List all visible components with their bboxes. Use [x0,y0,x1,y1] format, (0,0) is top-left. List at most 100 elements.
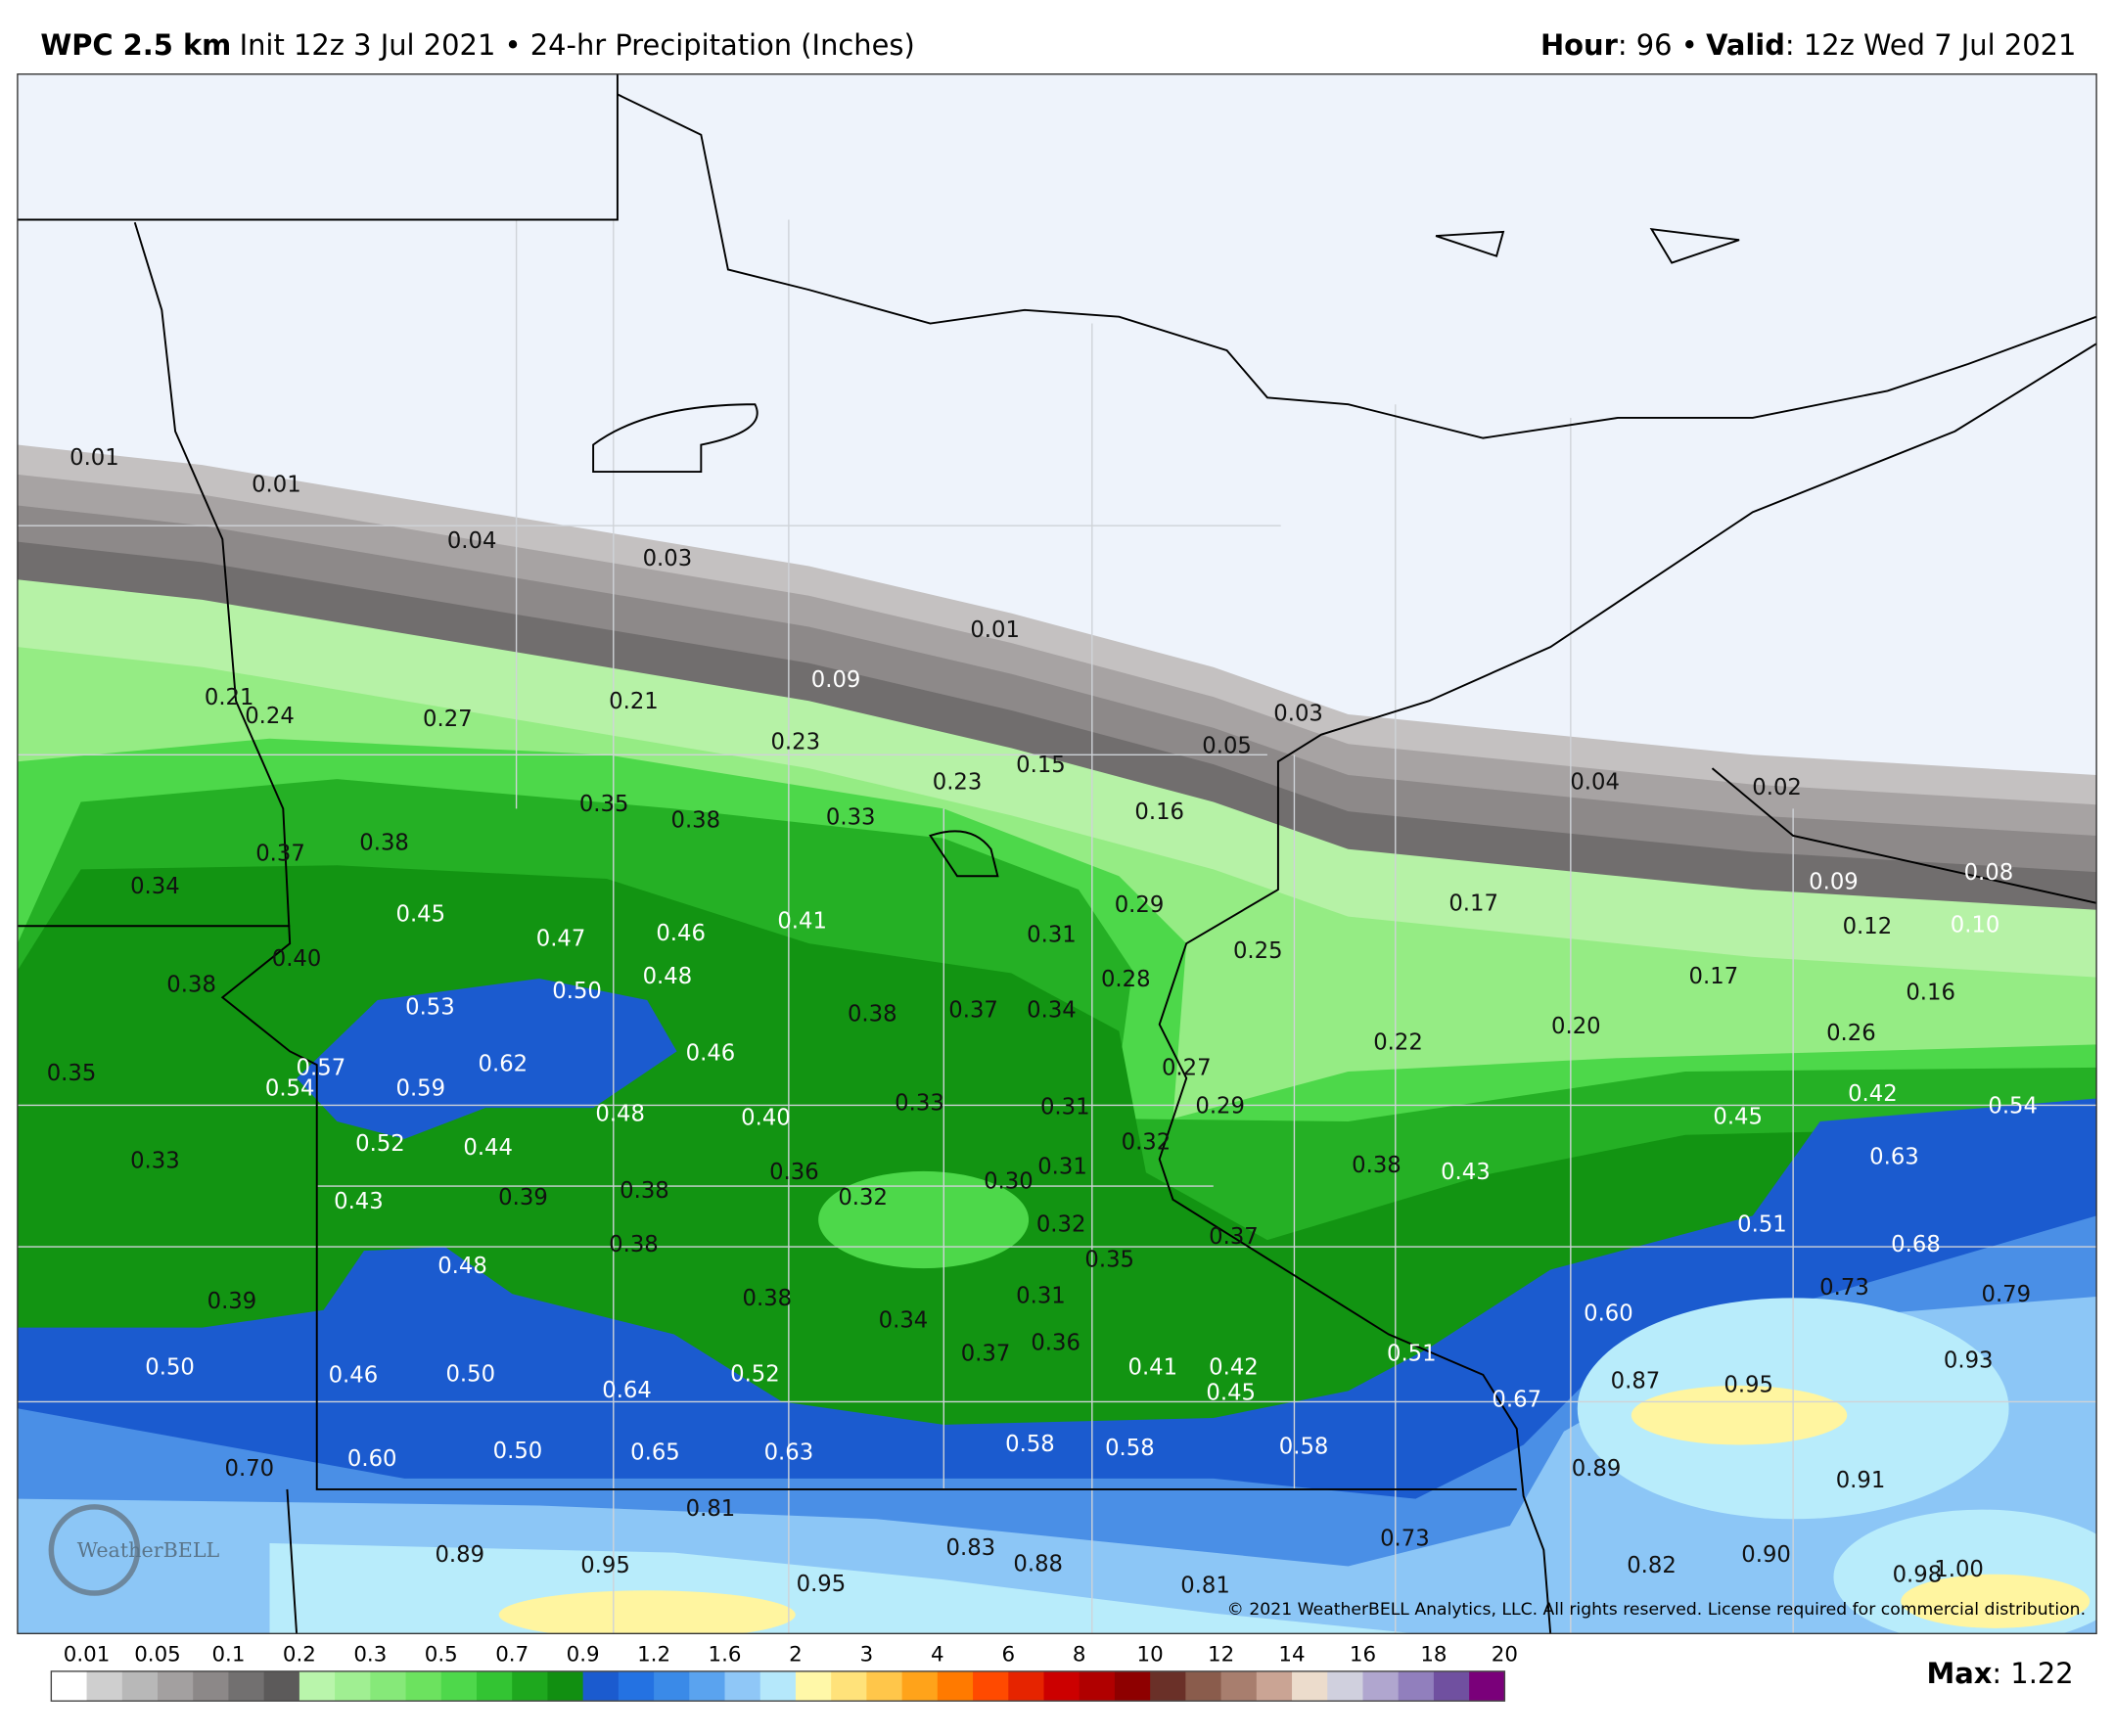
point-label: 0.81 [1180,1574,1230,1599]
legend-swatch [193,1670,230,1702]
valid-value: : 12z Wed 7 Jul 2021 [1785,28,2077,62]
point-label: 0.15 [1016,753,1066,778]
point-label: 0.89 [435,1542,484,1568]
point-label: 0.50 [493,1439,543,1464]
point-label: 0.26 [1826,1021,1876,1046]
point-label: 0.09 [811,667,861,693]
point-labels: 0.01 0.01 0.04 0.03 0.01 0.09 0.03 0.05 0.04 0.02… [47,445,2038,1599]
point-label: 0.46 [686,1041,736,1067]
point-label: 0.57 [297,1056,346,1081]
point-label: 0.42 [1209,1354,1259,1380]
copyright: © 2021 WeatherBELL Analytics, LLC. All r… [1227,1600,2086,1620]
point-label: 0.33 [826,805,876,831]
point-label: 0.27 [1162,1056,1212,1081]
legend-label: 0.05 [134,1642,181,1667]
point-label: 0.95 [580,1553,630,1578]
max-label: Max [1926,1657,1992,1690]
point-label: 0.32 [838,1185,888,1211]
legend-label: 6 [1001,1642,1015,1667]
point-label: 0.90 [1741,1542,1791,1568]
legend-swatch [1185,1670,1222,1702]
legend-swatch [512,1670,549,1702]
point-label: 0.60 [347,1446,397,1472]
point-label: 0.38 [609,1232,659,1257]
point-label: 0.40 [272,946,322,972]
point-label: 0.50 [552,979,602,1004]
legend-swatch [1150,1670,1187,1702]
point-label: 0.38 [1352,1153,1402,1178]
point-label: 0.38 [743,1286,793,1311]
point-label: 0.48 [643,964,693,989]
point-label: 0.63 [764,1439,814,1465]
point-label: 0.12 [1843,914,1893,939]
point-label: 0.45 [1713,1104,1763,1129]
point-label: 0.32 [1036,1211,1086,1237]
legend-swatch [86,1670,123,1702]
point-label: 0.52 [355,1131,405,1157]
legend-swatch [654,1670,690,1702]
legend-swatch [618,1670,655,1702]
model: WPC 2.5 km [40,28,231,62]
legend-swatch [1327,1670,1364,1702]
point-label: 0.41 [777,909,827,935]
point-label: 0.31 [1037,1154,1087,1179]
point-label: 0.05 [1202,734,1252,759]
legend-frame [50,1670,1506,1702]
header-left: WPC 2.5 km Init 12z 3 Jul 2021 • 24-hr Pr… [40,28,914,62]
legend-swatch [476,1670,513,1702]
point-label: 0.22 [1373,1030,1423,1056]
point-label: 0.31 [1040,1095,1090,1120]
point-label: 0.50 [145,1354,195,1380]
point-label: 0.38 [620,1178,669,1204]
legend-label: 8 [1073,1642,1086,1667]
point-label: 0.46 [329,1363,379,1389]
point-label: 0.52 [730,1361,780,1387]
point-label: 0.03 [643,546,693,571]
legend-swatch [335,1670,372,1702]
legend-label: 2 [789,1642,803,1667]
point-label: 0.10 [1951,913,2000,938]
legend-swatch [51,1670,88,1702]
legend-label: 1.2 [637,1642,670,1667]
point-label: 0.34 [1027,997,1077,1023]
point-label: 0.33 [895,1091,944,1117]
precip-fields [17,738,2097,1634]
point-label: 0.24 [245,704,295,729]
point-label: 0.01 [252,472,301,497]
point-label: 0.38 [671,807,721,833]
point-label: 0.87 [1611,1368,1661,1393]
legend-swatch [724,1670,761,1702]
point-label: 0.32 [1122,1129,1172,1155]
point-label: 0.54 [265,1075,315,1101]
point-label: 0.30 [984,1168,1034,1194]
watermark-text: WeatherBELL [77,1538,220,1562]
legend-label: 0.01 [64,1642,111,1667]
point-label: 0.25 [1233,938,1283,964]
point-label: 0.51 [1387,1342,1437,1367]
watermark: WeatherBELL [48,1504,220,1596]
point-label: 0.31 [1027,922,1077,947]
point-label: 0.36 [1031,1331,1080,1356]
borders [17,73,2097,1634]
legend-swatch [582,1670,620,1702]
legend-label: 4 [931,1642,944,1667]
legend-swatch [1433,1670,1470,1702]
legend-swatch [689,1670,726,1702]
point-label: 0.79 [1981,1282,2031,1307]
point-label: 0.23 [933,770,983,796]
county-lines [17,219,2097,1634]
legend-swatch [547,1670,584,1702]
point-label: 0.68 [1891,1232,1941,1257]
legend-swatch [440,1670,478,1702]
legend-swatch [1256,1670,1293,1702]
point-label: 0.31 [1016,1283,1066,1308]
legend-label: 10 [1137,1642,1164,1667]
legend-swatch [121,1670,159,1702]
legend-label: 16 [1350,1642,1376,1667]
legend: 0.01 0.05 0.1 0.2 0.3 0.5 0.7 0.9 1.2 1.6 2 3 4 6 8 10 1… [50,1642,1518,1702]
watermark-logo [48,1504,141,1596]
point-label: 0.62 [479,1052,528,1077]
point-label: 0.42 [1848,1081,1898,1107]
legend-swatch [263,1670,300,1702]
